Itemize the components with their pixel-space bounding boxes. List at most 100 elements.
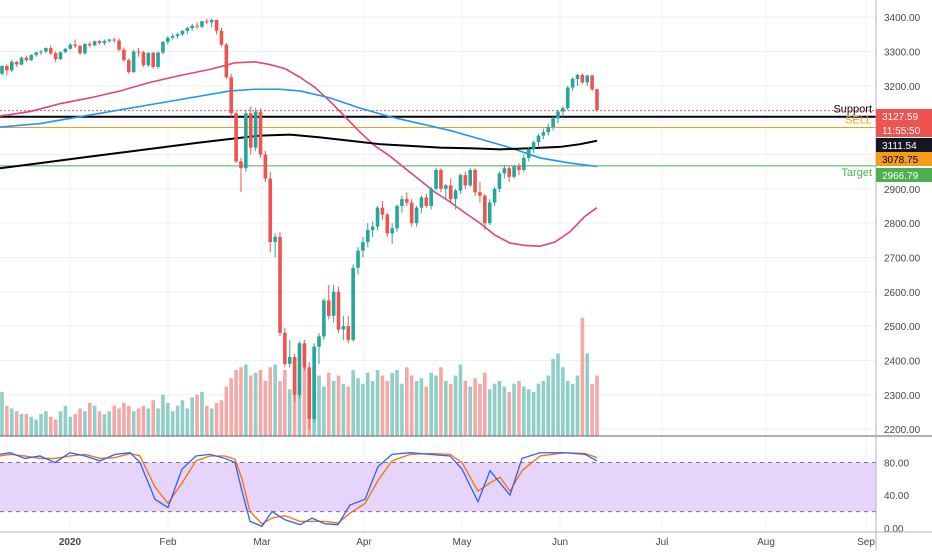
candle-body[interactable] xyxy=(195,25,199,27)
candle-body[interactable] xyxy=(307,367,312,419)
candle-body[interactable] xyxy=(19,57,24,65)
candle-body[interactable] xyxy=(73,44,77,47)
candle-body[interactable] xyxy=(302,343,307,368)
candle-body[interactable] xyxy=(205,21,209,23)
candle-body[interactable] xyxy=(278,236,282,334)
candle-body[interactable] xyxy=(536,135,541,143)
candle-body[interactable] xyxy=(0,65,4,74)
candle-body[interactable] xyxy=(283,333,287,364)
candle-body[interactable] xyxy=(556,111,560,119)
candle-body[interactable] xyxy=(209,19,214,23)
candle-body[interactable] xyxy=(575,74,580,79)
candle-body[interactable] xyxy=(14,61,19,65)
candle-body[interactable] xyxy=(375,207,380,227)
candle-body[interactable] xyxy=(478,192,482,196)
candle-body[interactable] xyxy=(107,39,112,41)
candle-body[interactable] xyxy=(404,199,409,203)
candle-body[interactable] xyxy=(546,127,551,133)
candle-body[interactable] xyxy=(175,34,180,37)
candle-body[interactable] xyxy=(39,51,43,53)
candle-body[interactable] xyxy=(24,57,29,61)
candle-body[interactable] xyxy=(234,113,238,162)
candle-body[interactable] xyxy=(312,346,316,419)
candle-body[interactable] xyxy=(141,52,146,66)
candle-body[interactable] xyxy=(390,228,394,234)
candle-body[interactable] xyxy=(507,168,512,177)
candle-body[interactable] xyxy=(444,185,448,189)
candle-body[interactable] xyxy=(463,175,468,186)
candle-body[interactable] xyxy=(419,197,424,208)
candle-body[interactable] xyxy=(361,242,365,251)
candle-body[interactable] xyxy=(492,188,497,203)
candle-body[interactable] xyxy=(331,291,336,316)
candle-body[interactable] xyxy=(522,157,526,170)
candle-body[interactable] xyxy=(136,51,141,53)
candle-body[interactable] xyxy=(400,199,404,206)
candle-body[interactable] xyxy=(439,169,443,189)
candle-body[interactable] xyxy=(48,48,53,54)
candle-body[interactable] xyxy=(190,25,195,29)
candle-body[interactable] xyxy=(561,108,565,112)
candle-body[interactable] xyxy=(551,118,555,128)
candle-body[interactable] xyxy=(224,44,229,78)
candle-body[interactable] xyxy=(87,43,92,46)
candle-body[interactable] xyxy=(161,41,165,53)
candle-body[interactable] xyxy=(112,39,116,41)
candle-body[interactable] xyxy=(473,169,477,193)
candle-body[interactable] xyxy=(468,169,472,186)
candle-body[interactable] xyxy=(458,175,463,191)
candle-body[interactable] xyxy=(453,190,458,200)
candle-body[interactable] xyxy=(336,291,341,330)
candle-body[interactable] xyxy=(131,51,136,73)
candle-body[interactable] xyxy=(34,52,38,55)
candle-body[interactable] xyxy=(68,44,73,49)
candle-body[interactable] xyxy=(356,250,360,268)
candle-body[interactable] xyxy=(78,46,82,54)
candle-body[interactable] xyxy=(512,166,516,177)
candle-body[interactable] xyxy=(541,132,546,136)
candle-body[interactable] xyxy=(502,168,507,174)
candle-body[interactable] xyxy=(44,48,48,52)
candle-body[interactable] xyxy=(170,36,175,38)
candle-body[interactable] xyxy=(483,195,487,224)
candle-body[interactable] xyxy=(200,21,204,27)
candle-body[interactable] xyxy=(380,207,385,215)
candle-body[interactable] xyxy=(287,357,292,364)
candle-body[interactable] xyxy=(487,202,492,224)
candle-body[interactable] xyxy=(180,30,185,35)
candle-body[interactable] xyxy=(244,113,248,169)
candle-body[interactable] xyxy=(239,161,243,169)
candle-body[interactable] xyxy=(424,197,429,206)
candle-body[interactable] xyxy=(9,61,14,71)
candle-body[interactable] xyxy=(229,77,234,114)
candle-body[interactable] xyxy=(127,60,131,73)
candle-body[interactable] xyxy=(365,230,370,243)
candle-body[interactable] xyxy=(253,111,258,148)
candle-body[interactable] xyxy=(122,49,126,61)
candle-body[interactable] xyxy=(517,166,521,170)
candle-body[interactable] xyxy=(156,52,160,67)
candle-body[interactable] xyxy=(414,207,419,224)
candle-body[interactable] xyxy=(429,188,433,206)
candle-body[interactable] xyxy=(322,300,326,337)
candle-body[interactable] xyxy=(565,87,570,109)
candle-body[interactable] xyxy=(395,205,399,229)
candle-body[interactable] xyxy=(185,28,190,31)
candle-body[interactable] xyxy=(166,37,170,42)
candle-body[interactable] xyxy=(102,40,107,43)
candle-body[interactable] xyxy=(117,40,121,50)
candle-body[interactable] xyxy=(297,343,302,395)
candle-body[interactable] xyxy=(258,111,263,155)
candle-body[interactable] xyxy=(63,48,68,53)
candle-body[interactable] xyxy=(151,52,155,67)
candle-body[interactable] xyxy=(346,326,351,340)
candle-body[interactable] xyxy=(497,173,502,189)
candle-body[interactable] xyxy=(5,65,9,71)
candle-body[interactable] xyxy=(248,113,253,148)
candle-body[interactable] xyxy=(370,226,375,231)
candle-body[interactable] xyxy=(326,300,331,316)
candle-body[interactable] xyxy=(585,75,590,83)
candle-body[interactable] xyxy=(570,78,575,88)
candle-body[interactable] xyxy=(263,154,268,179)
